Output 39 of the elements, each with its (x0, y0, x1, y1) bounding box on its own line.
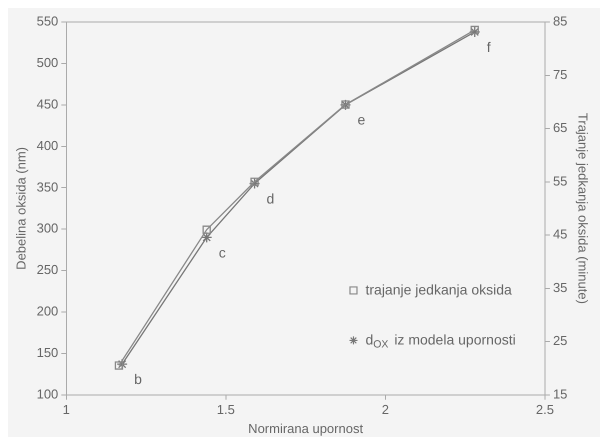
y-tick-label: 200 (36, 304, 58, 319)
point (470, 26, 479, 34)
point (114, 361, 124, 370)
y2-tick-label: 25 (552, 333, 568, 348)
legend-label: trajanje jedkanja oksida (365, 281, 512, 298)
annotation: f (486, 38, 491, 55)
y2-tick-label: 45 (552, 226, 568, 242)
y-tick-label: 100 (36, 386, 58, 402)
y-tick-label: 550 (36, 14, 58, 29)
annotation: b (134, 371, 142, 388)
x-tick-label: 1 (62, 402, 70, 418)
y2-tick-label: 85 (552, 14, 568, 29)
annotation: d (266, 190, 274, 206)
annotation: c (218, 244, 226, 260)
y2-tick-label: 15 (552, 386, 568, 402)
point (469, 26, 480, 38)
y2-tick-label: 75 (552, 66, 568, 82)
y2-tick-label: 55 (552, 173, 568, 188)
point (116, 358, 128, 370)
point (202, 226, 211, 234)
y2-axis-title: Trajanje jedkanja oksida (minute) (576, 112, 591, 304)
y-tick-label: 350 (36, 179, 58, 194)
y-tick-label: 400 (36, 138, 58, 153)
x-tick-label: 2.5 (536, 402, 554, 418)
annotation: e (358, 112, 366, 128)
point (250, 178, 259, 186)
y2-tick-label: 65 (552, 120, 568, 136)
y-tick-label: 250 (36, 262, 58, 278)
y-axis-title: Debelina oksida (nm) (13, 146, 28, 270)
x-tick-label: 1.5 (216, 402, 235, 418)
y-tick-label: 300 (36, 220, 58, 236)
y-tick-label: 500 (36, 55, 58, 70)
point (201, 232, 212, 244)
y-tick-label: 450 (36, 96, 58, 112)
y-tick-label: 150 (36, 344, 58, 360)
x-axis-title: Normirana upornost (248, 420, 364, 436)
x-tick-label: 2 (382, 402, 390, 418)
y2-tick-label: 35 (552, 280, 568, 295)
point (248, 178, 260, 190)
